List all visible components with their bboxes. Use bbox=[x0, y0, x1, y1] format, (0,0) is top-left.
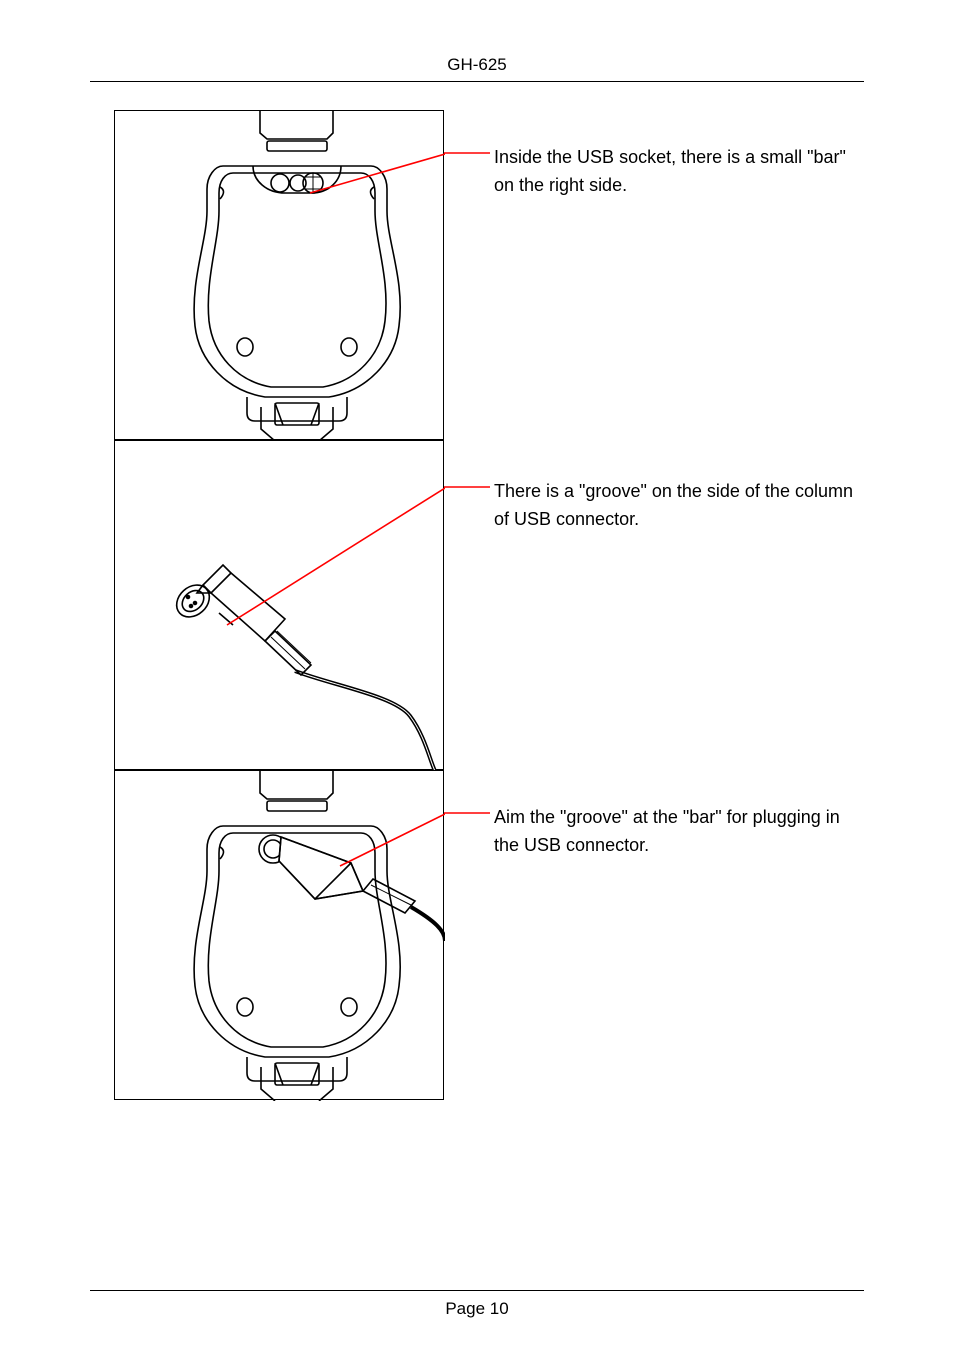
diagram-usb-cable bbox=[115, 441, 445, 771]
diagram-plugging bbox=[115, 771, 445, 1101]
diagram-device-back bbox=[115, 111, 445, 441]
caption-usb-connector: There is a "groove" on the side of the c… bbox=[494, 478, 854, 534]
page: GH-625 bbox=[0, 0, 954, 1351]
footer-page-number: Page 10 bbox=[0, 1299, 954, 1319]
header-title: GH-625 bbox=[90, 55, 864, 75]
footer-rule bbox=[90, 1290, 864, 1291]
figure-usb-connector bbox=[114, 440, 444, 770]
caption-plugging: Aim the "groove" at the "bar" for pluggi… bbox=[494, 804, 854, 860]
caption-usb-socket: Inside the USB socket, there is a small … bbox=[494, 144, 854, 200]
header-rule bbox=[90, 81, 864, 82]
content-area: Inside the USB socket, there is a small … bbox=[90, 110, 864, 1230]
figure-plugging bbox=[114, 770, 444, 1100]
figure-usb-socket bbox=[114, 110, 444, 440]
